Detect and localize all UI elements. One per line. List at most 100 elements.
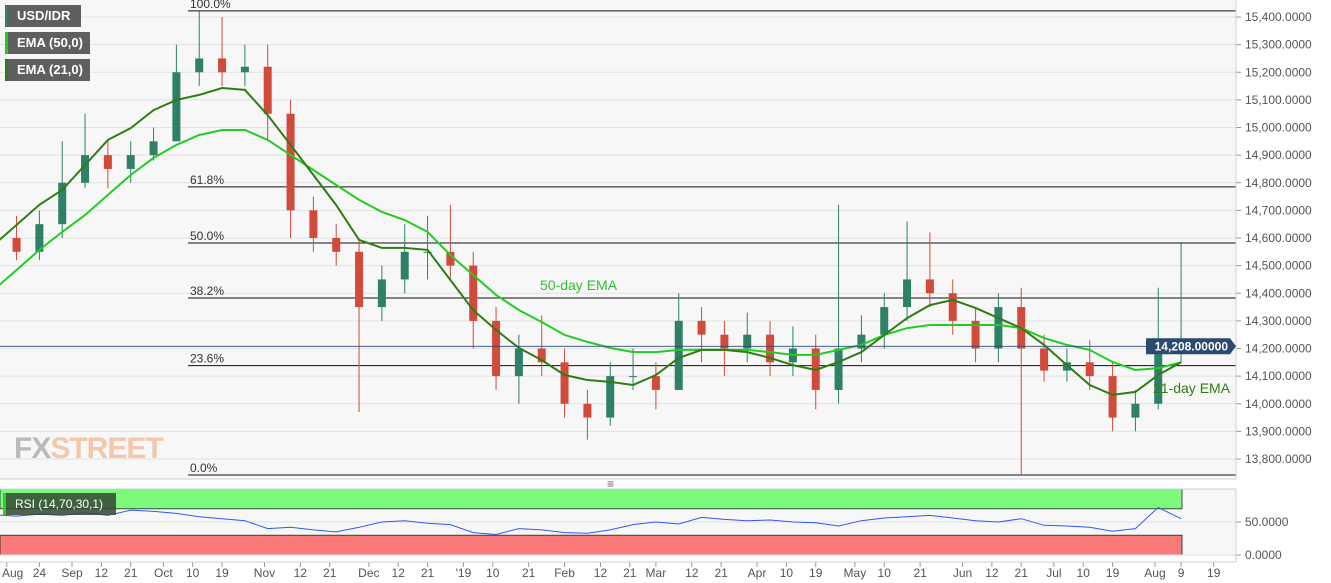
fib-level-label: 23.6%	[190, 352, 224, 366]
candle-body	[172, 72, 181, 142]
panel-resize-handle-icon[interactable]: ≡	[607, 477, 615, 491]
fib-level-label: 38.2%	[190, 284, 224, 298]
y-tick-label: 14,300.0000	[1245, 314, 1312, 328]
y-tick-label: 14,700.0000	[1245, 203, 1312, 217]
candle-body	[1108, 376, 1117, 418]
current-price-label: 14,208.00000	[1155, 339, 1229, 353]
ema50-line	[0, 129, 1182, 372]
candle-body	[537, 348, 546, 363]
x-tick-label: 21	[913, 566, 927, 580]
candle-body	[1085, 362, 1094, 377]
rsi-line	[0, 506, 1182, 536]
rsi-oversold-zone	[0, 534, 1183, 556]
legend-rsi-label: RSI (14,70,30,1)	[15, 497, 104, 511]
candle-body	[629, 376, 638, 378]
y-tick-label: 14,800.0000	[1245, 176, 1312, 190]
x-tick-label: 12	[985, 566, 999, 580]
x-tick-label: Sep	[61, 566, 83, 580]
y-tick-label: 13,800.0000	[1245, 452, 1312, 466]
x-tick-label: Oct	[154, 566, 173, 580]
rsi-y-tick-label: 50.0000	[1245, 515, 1289, 529]
x-tick-label: 12	[294, 566, 308, 580]
x-tick-label: 21	[421, 566, 435, 580]
legend-ema21[interactable]: EMA (21,0)	[5, 59, 90, 81]
candle-body	[103, 155, 112, 169]
x-tick-label: Jun	[953, 566, 972, 580]
legend-rsi[interactable]: RSI (14,70,30,1)	[3, 493, 116, 515]
candle-body	[697, 320, 706, 335]
candle-body	[355, 251, 364, 308]
candle-body	[651, 376, 660, 390]
candle-body	[309, 210, 318, 238]
x-tick-label: 10	[780, 566, 794, 580]
price-tag-shape	[1146, 338, 1236, 355]
watermark-street: STREET	[50, 432, 163, 465]
candle-body	[81, 155, 90, 183]
x-tick-label: Jul	[1046, 566, 1061, 580]
candle-body	[263, 66, 272, 114]
fibonacci-levels: 100.0% 61.8% 50.0% 38.2% 23.6% 0.0%	[188, 0, 1236, 476]
fib-level-label: 50.0%	[190, 229, 224, 243]
candle-body	[994, 307, 1003, 349]
y-tick-label: 14,000.0000	[1245, 397, 1312, 411]
grid	[0, 16, 1236, 460]
x-tick-label: 10	[486, 566, 500, 580]
ema50-annotation: 50-day EMA	[540, 277, 618, 293]
candle-body	[218, 58, 227, 73]
candle-body	[880, 307, 889, 335]
legend-ema50-label: EMA (50,0)	[17, 35, 83, 50]
fib-level-label: 0.0%	[190, 461, 218, 475]
candle-body	[583, 403, 592, 418]
candle-body	[857, 334, 866, 349]
fib-level-label: 100.0%	[190, 0, 231, 11]
candle-body	[948, 293, 957, 321]
candle-body	[377, 279, 386, 308]
x-tick-label: 10	[878, 566, 892, 580]
x-tick-label: Nov	[254, 566, 275, 580]
x-tick-label: Aug	[1144, 566, 1165, 580]
rsi-y-tick-label: 0.0000	[1245, 548, 1282, 562]
y-tick-label: 15,300.0000	[1245, 38, 1312, 52]
y-tick-label: 14,400.0000	[1245, 286, 1312, 300]
candle-body	[674, 320, 683, 390]
candle-body	[126, 155, 135, 169]
x-tick-label: 21	[1015, 566, 1029, 580]
y-tick-label: 15,400.0000	[1245, 10, 1312, 24]
y-tick-label: 14,900.0000	[1245, 148, 1312, 162]
legend-ema50[interactable]: EMA (50,0)	[5, 32, 90, 54]
x-tick-label: 12	[392, 566, 406, 580]
ema-lines	[0, 86, 1236, 396]
x-tick-label: 21	[124, 566, 138, 580]
candle-body	[903, 279, 912, 308]
candle-body	[925, 279, 934, 294]
x-tick-label: Dec	[358, 566, 379, 580]
current-price-tag: 14,208.00000	[1146, 338, 1236, 355]
legend-symbol[interactable]: USD/IDR	[5, 5, 81, 27]
x-tick-label: 19	[1207, 566, 1221, 580]
x-tick-label: 12	[95, 566, 109, 580]
x-tick-label: 9	[1178, 566, 1185, 580]
candle-body	[240, 66, 249, 73]
x-tick-label: 10	[186, 566, 200, 580]
candle-body	[492, 320, 501, 377]
rsi-color-strip	[3, 493, 6, 515]
candle-body	[720, 334, 729, 349]
legend-symbol-label: USD/IDR	[17, 8, 71, 23]
candle-body	[834, 348, 843, 390]
rsi-panel: 50.0000 0.0000	[0, 488, 1289, 562]
y-tick-label: 14,500.0000	[1245, 259, 1312, 273]
x-tick-label: May	[844, 566, 867, 580]
x-tick-label: 19	[1106, 566, 1120, 580]
x-tick-label: 21	[714, 566, 728, 580]
x-axis: Aug 24 Sep 12 21 Oct 10 19 Nov 12 21 Dec 12 21 '19 10 21…	[2, 562, 1221, 580]
x-tick-label: Mar	[646, 566, 667, 580]
candle-body	[195, 58, 204, 73]
y-tick-label: 14,200.0000	[1245, 342, 1312, 356]
candle-body	[423, 251, 432, 253]
candle-body	[514, 348, 523, 377]
ema21-line	[0, 86, 1182, 396]
y-tick-label: 15,000.0000	[1245, 121, 1312, 135]
ema21-annotation: 21-day EMA	[1153, 380, 1231, 396]
